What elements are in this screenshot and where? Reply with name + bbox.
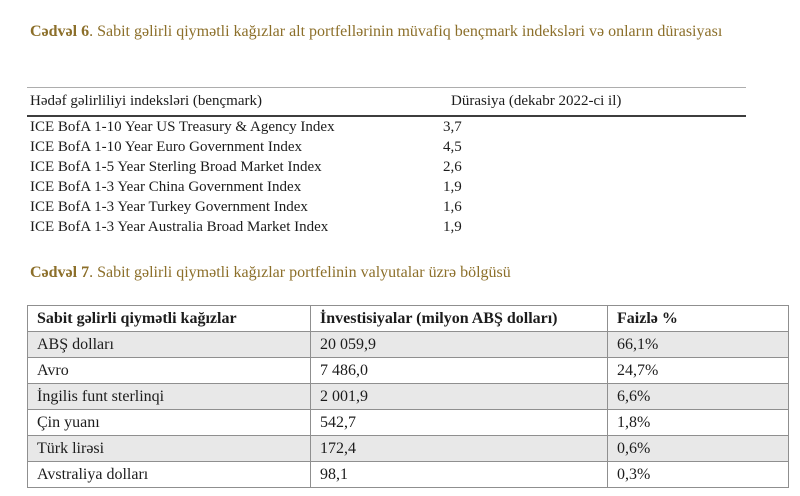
benchmark-index-name: ICE BofA 1-3 Year Australia Broad Market… [30,218,329,235]
investment-value: 542,7 [310,409,608,436]
benchmark-index-name: ICE BofA 1-3 Year Turkey Government Inde… [30,198,308,215]
table7-caption-label: Cədvəl 7 [30,264,90,281]
benchmark-table-row: ICE BofA 1-10 Year US Treasury & Agency … [27,116,746,137]
currency-name: İngilis funt sterlinqi [27,383,311,410]
percent-value: 1,8% [607,409,789,436]
investment-value: 2 001,9 [310,383,608,410]
currency-name: ABŞ dolları [27,331,311,358]
benchmark-duration-table: Hədəf gəlirliliyi indeksləri (bençmark) … [27,87,746,237]
benchmark-duration-value: 1,6 [443,198,462,215]
investment-value: 172,4 [310,435,608,462]
benchmark-table-body: ICE BofA 1-10 Year US Treasury & Agency … [27,116,746,237]
benchmark-table-row: ICE BofA 1-3 Year China Government Index… [27,177,746,197]
currency-column-header: Sabit gəlirli qiymətli kağızlar [27,305,311,332]
benchmark-index-column-header: Hədəf gəlirliliyi indeksləri (bençmark) [27,87,443,117]
investment-column-header: İnvestisiyalar (milyon ABŞ dolları) [310,305,608,332]
benchmark-duration-value: 3,7 [443,118,462,135]
currency-table-row: Avstraliya dolları 98,1 0,3% [27,461,789,488]
benchmark-index-name: ICE BofA 1-10 Year Euro Government Index [30,138,303,155]
benchmark-table-row: ICE BofA 1-5 Year Sterling Broad Market … [27,157,746,177]
table7-caption-text: . Sabit gəlirli qiymətli kağızlar portfe… [89,264,511,281]
benchmark-duration-value: 1,9 [443,178,462,195]
percent-value: 66,1% [607,331,789,358]
percent-value: 6,6% [607,383,789,410]
benchmark-duration-value: 4,5 [443,138,462,155]
benchmark-table-head: Hədəf gəlirliliyi indeksləri (bençmark) … [27,87,746,117]
benchmark-index-name: ICE BofA 1-10 Year US Treasury & Agency … [30,118,335,135]
benchmark-table-row: ICE BofA 1-3 Year Turkey Government Inde… [27,197,746,217]
currency-allocation-table: Sabit gəlirli qiymətli kağızlar İnvestis… [27,305,789,488]
currency-table-row: Çin yuanı 542,7 1,8% [27,409,789,436]
currency-table-head: Sabit gəlirli qiymətli kağızlar İnvestis… [27,305,789,332]
currency-table-row: ABŞ dolları 20 059,9 66,1% [27,331,789,358]
currency-table-row: İngilis funt sterlinqi 2 001,9 6,6% [27,383,789,410]
currency-table-body: ABŞ dolları 20 059,9 66,1% Avro 7 486,0 24,7%… [27,331,789,488]
table6-caption: Cədvəl 6. Sabit gəlirli qiymətli kağızla… [30,21,768,42]
percent-value: 0,6% [607,435,789,462]
currency-name: Avstraliya dolları [27,461,311,488]
benchmark-table-row: ICE BofA 1-10 Year Euro Government Index… [27,137,746,157]
percent-value: 24,7% [607,357,789,384]
investment-value: 7 486,0 [310,357,608,384]
percent-value: 0,3% [607,461,789,488]
table6-caption-text: . Sabit gəlirli qiymətli kağızlar alt po… [89,23,723,40]
currency-name: Türk lirəsi [27,435,311,462]
investment-value: 98,1 [310,461,608,488]
benchmark-duration-value: 2,6 [443,158,462,175]
benchmark-index-name: ICE BofA 1-5 Year Sterling Broad Market … [30,158,322,175]
currency-table-row: Türk lirəsi 172,4 0,6% [27,435,789,462]
benchmark-index-name: ICE BofA 1-3 Year China Government Index [30,178,302,195]
currency-table-header-row: Sabit gəlirli qiymətli kağızlar İnvestis… [27,305,789,332]
currency-name: Çin yuanı [27,409,311,436]
benchmark-table-header-row: Hədəf gəlirliliyi indeksləri (bençmark) … [27,87,746,117]
table6-caption-label: Cədvəl 6 [30,23,90,40]
currency-table-row: Avro 7 486,0 24,7% [27,357,789,384]
currency-name: Avro [27,357,311,384]
table7-caption: Cədvəl 7. Sabit gəlirli qiymətli kağızla… [30,262,768,283]
percent-column-header: Faizlə % [607,305,789,332]
benchmark-table-row: ICE BofA 1-3 Year Australia Broad Market… [27,217,746,237]
benchmark-duration-value: 1,9 [443,218,462,235]
duration-column-header: Dürasiya (dekabr 2022-ci il) [443,87,746,117]
investment-value: 20 059,9 [310,331,608,358]
